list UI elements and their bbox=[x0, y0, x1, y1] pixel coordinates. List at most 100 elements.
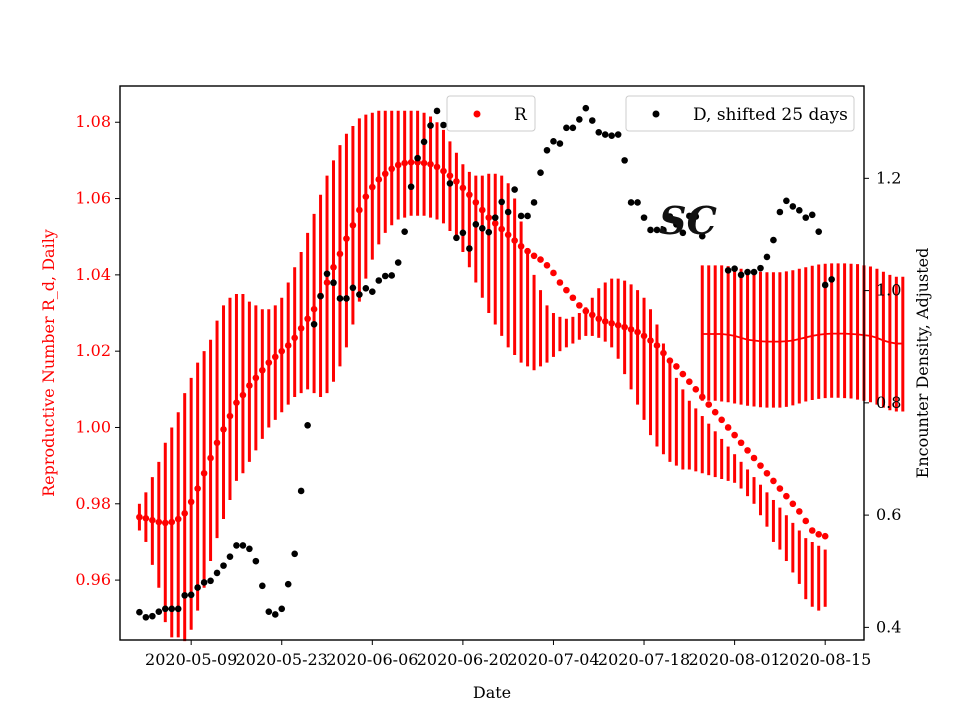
r-point bbox=[369, 183, 376, 191]
right-y-axis: 0.4 0.6 0.8 1.0 1.2 bbox=[864, 168, 901, 636]
r-point bbox=[763, 469, 771, 477]
r-point bbox=[233, 399, 240, 406]
d-point bbox=[394, 259, 402, 266]
d-point bbox=[271, 611, 279, 618]
r-point bbox=[246, 382, 253, 389]
d-point bbox=[168, 605, 176, 613]
right-y-tick-label: 0.6 bbox=[876, 505, 901, 524]
r-point bbox=[478, 206, 486, 214]
r-point bbox=[750, 454, 758, 462]
d-point bbox=[181, 592, 188, 599]
r-point bbox=[802, 517, 810, 525]
d-point bbox=[453, 234, 460, 242]
d-point bbox=[770, 236, 777, 244]
d-point bbox=[595, 129, 603, 136]
d-point bbox=[446, 180, 454, 187]
r-point bbox=[744, 447, 751, 454]
r-point bbox=[440, 167, 447, 175]
r-point bbox=[420, 159, 428, 167]
d-point bbox=[588, 117, 596, 124]
d-point bbox=[362, 285, 370, 292]
r-point bbox=[427, 160, 434, 168]
left-y-tick-label: 1.00 bbox=[75, 417, 111, 436]
right-y-tick-label: 0.8 bbox=[876, 393, 901, 412]
r-point bbox=[155, 518, 163, 526]
r-point bbox=[207, 454, 214, 462]
r-point bbox=[511, 237, 518, 244]
d-point bbox=[576, 116, 583, 123]
r-point bbox=[200, 469, 208, 477]
r-point bbox=[666, 357, 674, 365]
d-point bbox=[440, 121, 447, 129]
r-point bbox=[194, 485, 201, 492]
r-point bbox=[278, 347, 286, 355]
d-point bbox=[161, 605, 169, 613]
d-point bbox=[627, 199, 635, 206]
d-point bbox=[537, 169, 544, 177]
d-point bbox=[666, 213, 674, 220]
d-point bbox=[414, 154, 421, 162]
r-point bbox=[466, 191, 473, 199]
d-point bbox=[679, 229, 687, 237]
x-tick-label: 2020-07-04 bbox=[507, 650, 599, 669]
r-point bbox=[815, 531, 823, 538]
r-point bbox=[336, 250, 344, 258]
d-point bbox=[284, 580, 292, 588]
d-point bbox=[653, 226, 661, 234]
r-point bbox=[770, 477, 777, 485]
d-point bbox=[692, 213, 700, 220]
d-point bbox=[485, 228, 493, 236]
x-axis-label: Date bbox=[473, 683, 511, 702]
d-point bbox=[815, 228, 823, 235]
d-point bbox=[200, 579, 208, 586]
r-point bbox=[537, 256, 544, 263]
r-point bbox=[349, 221, 357, 229]
r-point bbox=[401, 159, 408, 167]
r-point bbox=[446, 172, 454, 179]
d-point bbox=[304, 422, 311, 429]
d-point bbox=[563, 124, 570, 132]
r-point bbox=[718, 416, 725, 424]
d-point bbox=[388, 272, 396, 279]
d-point bbox=[420, 138, 428, 146]
plot-frame bbox=[119, 85, 865, 641]
d-point bbox=[614, 131, 622, 138]
left-y-tick-label: 1.06 bbox=[75, 189, 111, 208]
r-point bbox=[226, 412, 234, 420]
r-point bbox=[789, 500, 797, 508]
r-point bbox=[724, 424, 732, 431]
legend-d-box bbox=[625, 95, 855, 132]
r-point bbox=[498, 225, 506, 233]
r-point bbox=[504, 231, 512, 239]
left-y-tick-label: 0.98 bbox=[75, 494, 111, 513]
r-point bbox=[181, 510, 188, 517]
d-point bbox=[530, 199, 538, 206]
r-point bbox=[459, 184, 467, 192]
x-tick-label: 2020-08-01 bbox=[688, 650, 780, 669]
r-point bbox=[608, 320, 615, 327]
r-point bbox=[381, 170, 389, 178]
d-point bbox=[381, 272, 389, 280]
r-point bbox=[563, 286, 570, 294]
r-point bbox=[142, 514, 150, 522]
r-point bbox=[407, 159, 415, 166]
r-point bbox=[737, 439, 745, 447]
d-point bbox=[472, 221, 480, 228]
d-point bbox=[517, 212, 525, 220]
r-point bbox=[582, 307, 590, 315]
d-point bbox=[757, 264, 764, 272]
d-point bbox=[427, 122, 434, 129]
r-point bbox=[821, 532, 829, 540]
left-y-tick-label: 1.08 bbox=[75, 112, 111, 131]
d-point bbox=[246, 545, 253, 553]
r-point bbox=[808, 527, 816, 534]
r-point bbox=[252, 374, 260, 382]
x-tick-label: 2020-05-23 bbox=[236, 650, 328, 669]
r-point bbox=[485, 214, 493, 221]
r-point bbox=[356, 206, 363, 214]
r-point bbox=[388, 165, 396, 173]
r-point bbox=[517, 242, 525, 250]
r-point bbox=[796, 508, 803, 515]
